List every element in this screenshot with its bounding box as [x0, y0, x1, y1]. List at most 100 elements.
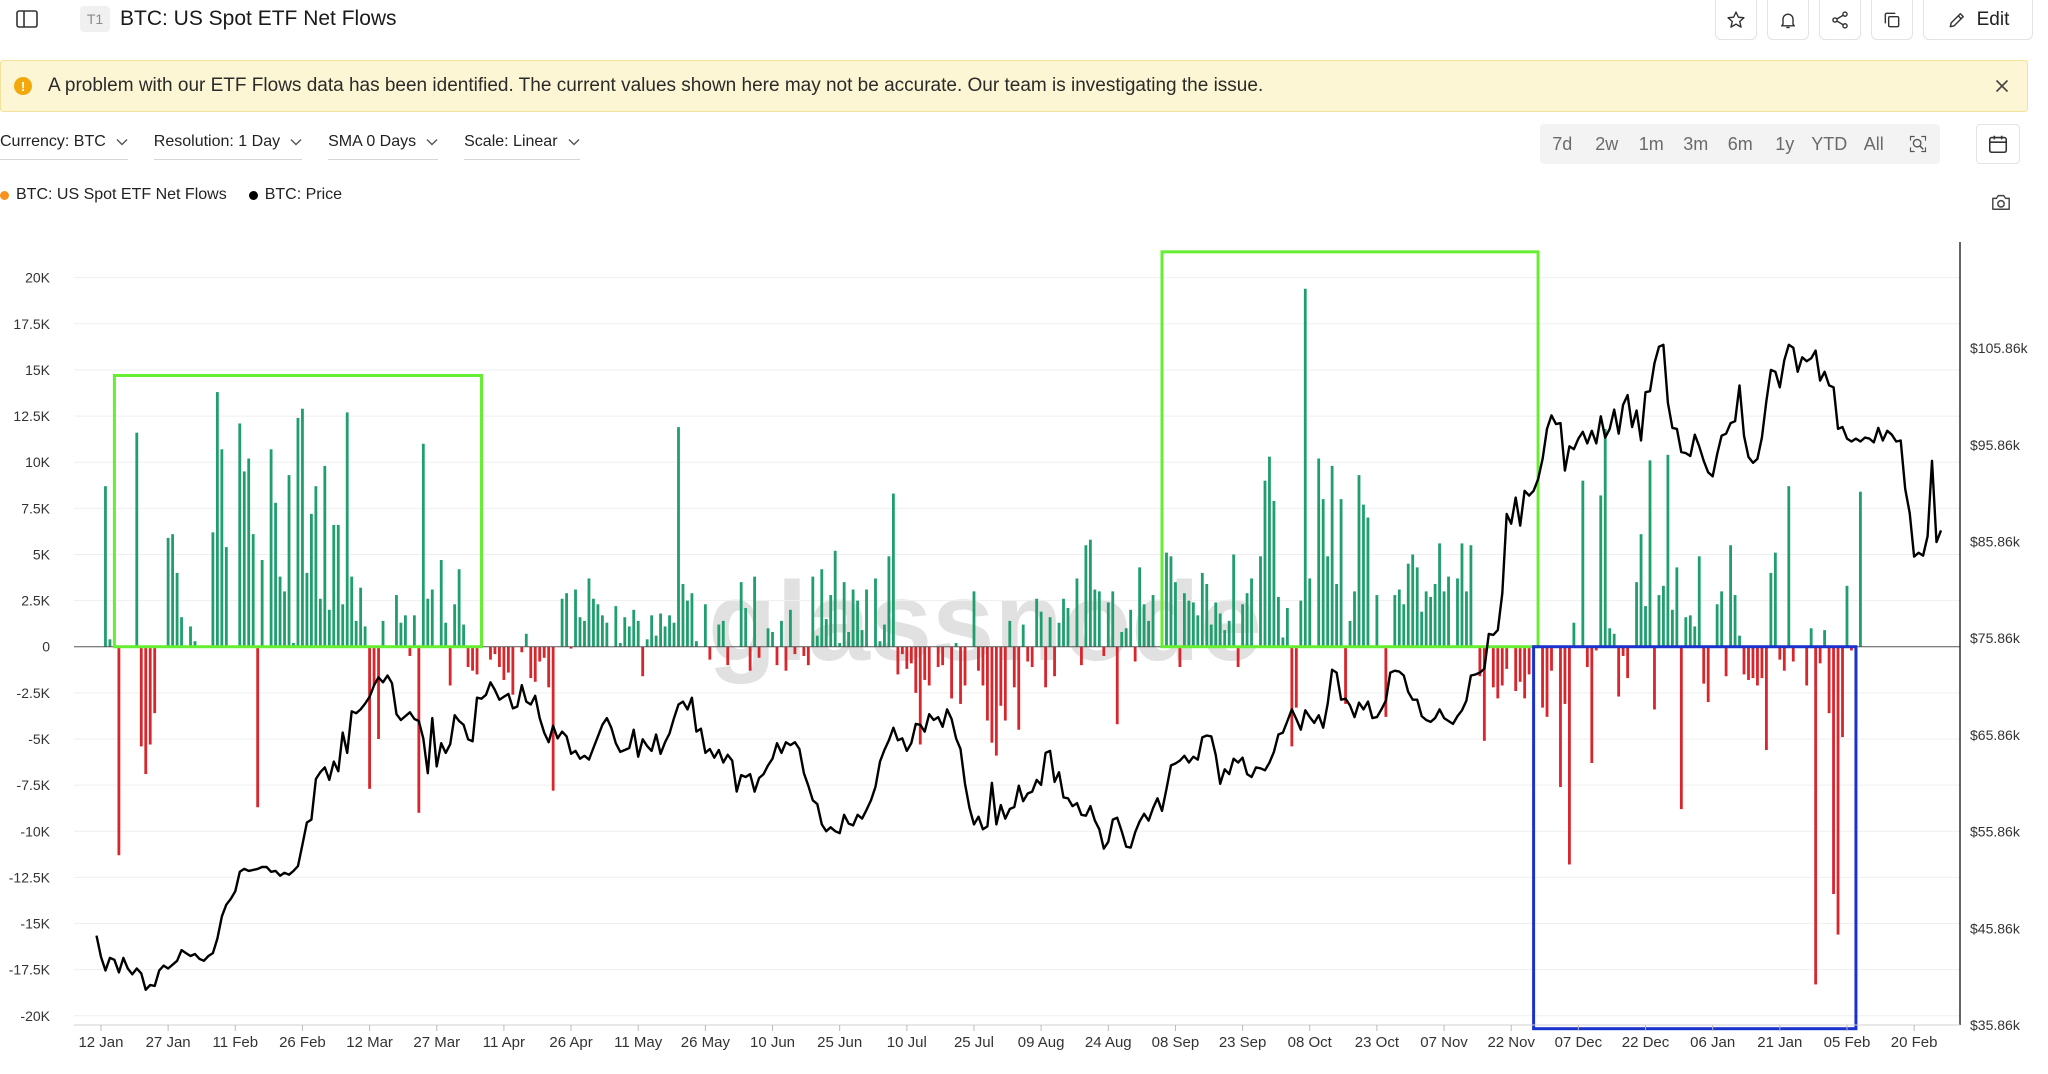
flow-bar	[1697, 556, 1701, 647]
x-tick-label: 27 Mar	[413, 1034, 460, 1051]
flow-bar	[842, 582, 846, 647]
x-tick-label: 08 Sep	[1152, 1034, 1200, 1051]
flow-bar	[453, 604, 457, 647]
zoom-button[interactable]	[1896, 134, 1940, 154]
flow-bar	[1845, 585, 1849, 647]
flow-bar	[748, 646, 752, 671]
sidebar-toggle-icon[interactable]	[12, 6, 42, 32]
close-alert-button[interactable]	[1991, 75, 2013, 97]
flow-bar	[211, 532, 215, 647]
flow-bar	[1626, 646, 1630, 679]
date-picker-button[interactable]	[1976, 124, 2020, 164]
y-right-tick-label: $105.86k	[1970, 340, 2029, 356]
flow-bar	[399, 622, 403, 647]
flow-bar	[323, 465, 327, 647]
flow-bar	[421, 443, 425, 647]
flow-bar	[999, 646, 1003, 706]
price-series	[95, 343, 1943, 991]
flow-bar	[721, 620, 725, 647]
x-tick-label: 11 Apr	[483, 1034, 525, 1051]
flow-bar	[914, 646, 918, 693]
flow-bar	[600, 615, 604, 647]
copy-button[interactable]	[1871, 0, 1913, 40]
range-2w-button[interactable]: 2w	[1595, 133, 1619, 154]
flow-bar	[1124, 628, 1128, 647]
flow-bar	[283, 591, 286, 647]
flow-bar	[1809, 628, 1813, 647]
chevron-down-icon	[426, 138, 438, 145]
flow-bar	[439, 560, 443, 647]
flow-bar	[1209, 624, 1213, 647]
currency-select[interactable]: Currency: BTC	[0, 130, 128, 160]
flow-bar	[1415, 567, 1419, 647]
flow-bar	[256, 646, 260, 808]
flow-bar	[180, 617, 183, 647]
flow-bar	[1657, 595, 1661, 647]
edit-button[interactable]: Edit	[1923, 0, 2033, 40]
flow-bar	[1720, 591, 1724, 647]
range-3m-button[interactable]: 3m	[1683, 133, 1709, 154]
flow-bar	[1747, 646, 1750, 680]
flow-bar	[318, 598, 322, 647]
flow-bar	[1030, 646, 1034, 668]
flow-bar	[784, 646, 788, 671]
flow-bar	[1550, 646, 1553, 671]
flow-bar	[923, 646, 927, 680]
flow-bar	[950, 646, 953, 699]
zoom-icon	[1909, 135, 1927, 153]
flow-bar	[408, 646, 412, 656]
flow-bar	[677, 427, 680, 647]
flow-bar	[417, 646, 421, 813]
scale-select[interactable]: Scale: Linear	[464, 130, 580, 160]
range-1y-button[interactable]: 1y	[1775, 133, 1795, 154]
flow-bar	[1496, 646, 1500, 699]
y-left-tick-label: -10K	[20, 823, 50, 839]
range-1m-button[interactable]: 1m	[1638, 133, 1664, 154]
close-icon	[1995, 79, 2009, 93]
range-all-button[interactable]: All	[1863, 133, 1884, 154]
resolution-select-label: Resolution: 1 Day	[153, 132, 281, 150]
flow-bar	[578, 617, 582, 647]
flow-bar	[1733, 595, 1737, 647]
flow-bar	[1021, 624, 1025, 647]
y-right-tick-label: $65.86k	[1970, 727, 2021, 743]
flow-bar	[592, 598, 595, 647]
flow-bar	[1012, 646, 1016, 688]
flow-bar	[865, 589, 868, 647]
flow-bar	[771, 631, 774, 647]
calendar-icon	[1988, 135, 2008, 154]
flow-bar	[426, 598, 430, 647]
range-7d-button[interactable]: 7d	[1552, 133, 1573, 154]
sma-select[interactable]: SMA 0 Days	[328, 130, 439, 160]
x-tick-label: 12 Mar	[346, 1034, 393, 1051]
flow-bar	[820, 569, 824, 647]
chevron-down-icon	[290, 138, 302, 145]
flow-bar	[260, 560, 264, 647]
flow-bar	[681, 583, 685, 647]
flow-bar	[381, 620, 385, 647]
range-ytd-button[interactable]: YTD	[1811, 133, 1848, 154]
flow-bar	[918, 646, 922, 745]
flow-bar	[717, 624, 721, 647]
flow-bar	[1563, 646, 1567, 704]
flow-bar	[1303, 288, 1307, 647]
flow-bar	[1308, 578, 1312, 647]
share-button[interactable]	[1819, 0, 1861, 40]
flow-bar	[1572, 622, 1576, 647]
favorite-button[interactable]	[1715, 0, 1757, 40]
screenshot-button[interactable]	[1990, 192, 2012, 212]
flow-bar	[815, 635, 819, 647]
flow-bar	[462, 624, 466, 647]
resolution-select[interactable]: Resolution: 1 Day	[153, 130, 303, 160]
flow-bar	[878, 641, 882, 647]
legend-item-price[interactable]: BTC: Price	[248, 186, 342, 204]
flow-bar	[1299, 600, 1303, 647]
flow-bar	[851, 589, 855, 647]
flow-bar	[1245, 593, 1249, 647]
flow-bar	[1111, 591, 1115, 647]
alert-button[interactable]	[1767, 0, 1809, 40]
range-6m-button[interactable]: 6m	[1727, 133, 1753, 154]
legend-item-etf-flows[interactable]: BTC: US Spot ETF Net Flows	[0, 186, 227, 204]
flow-bar	[806, 646, 810, 666]
flow-bar	[1465, 591, 1468, 647]
